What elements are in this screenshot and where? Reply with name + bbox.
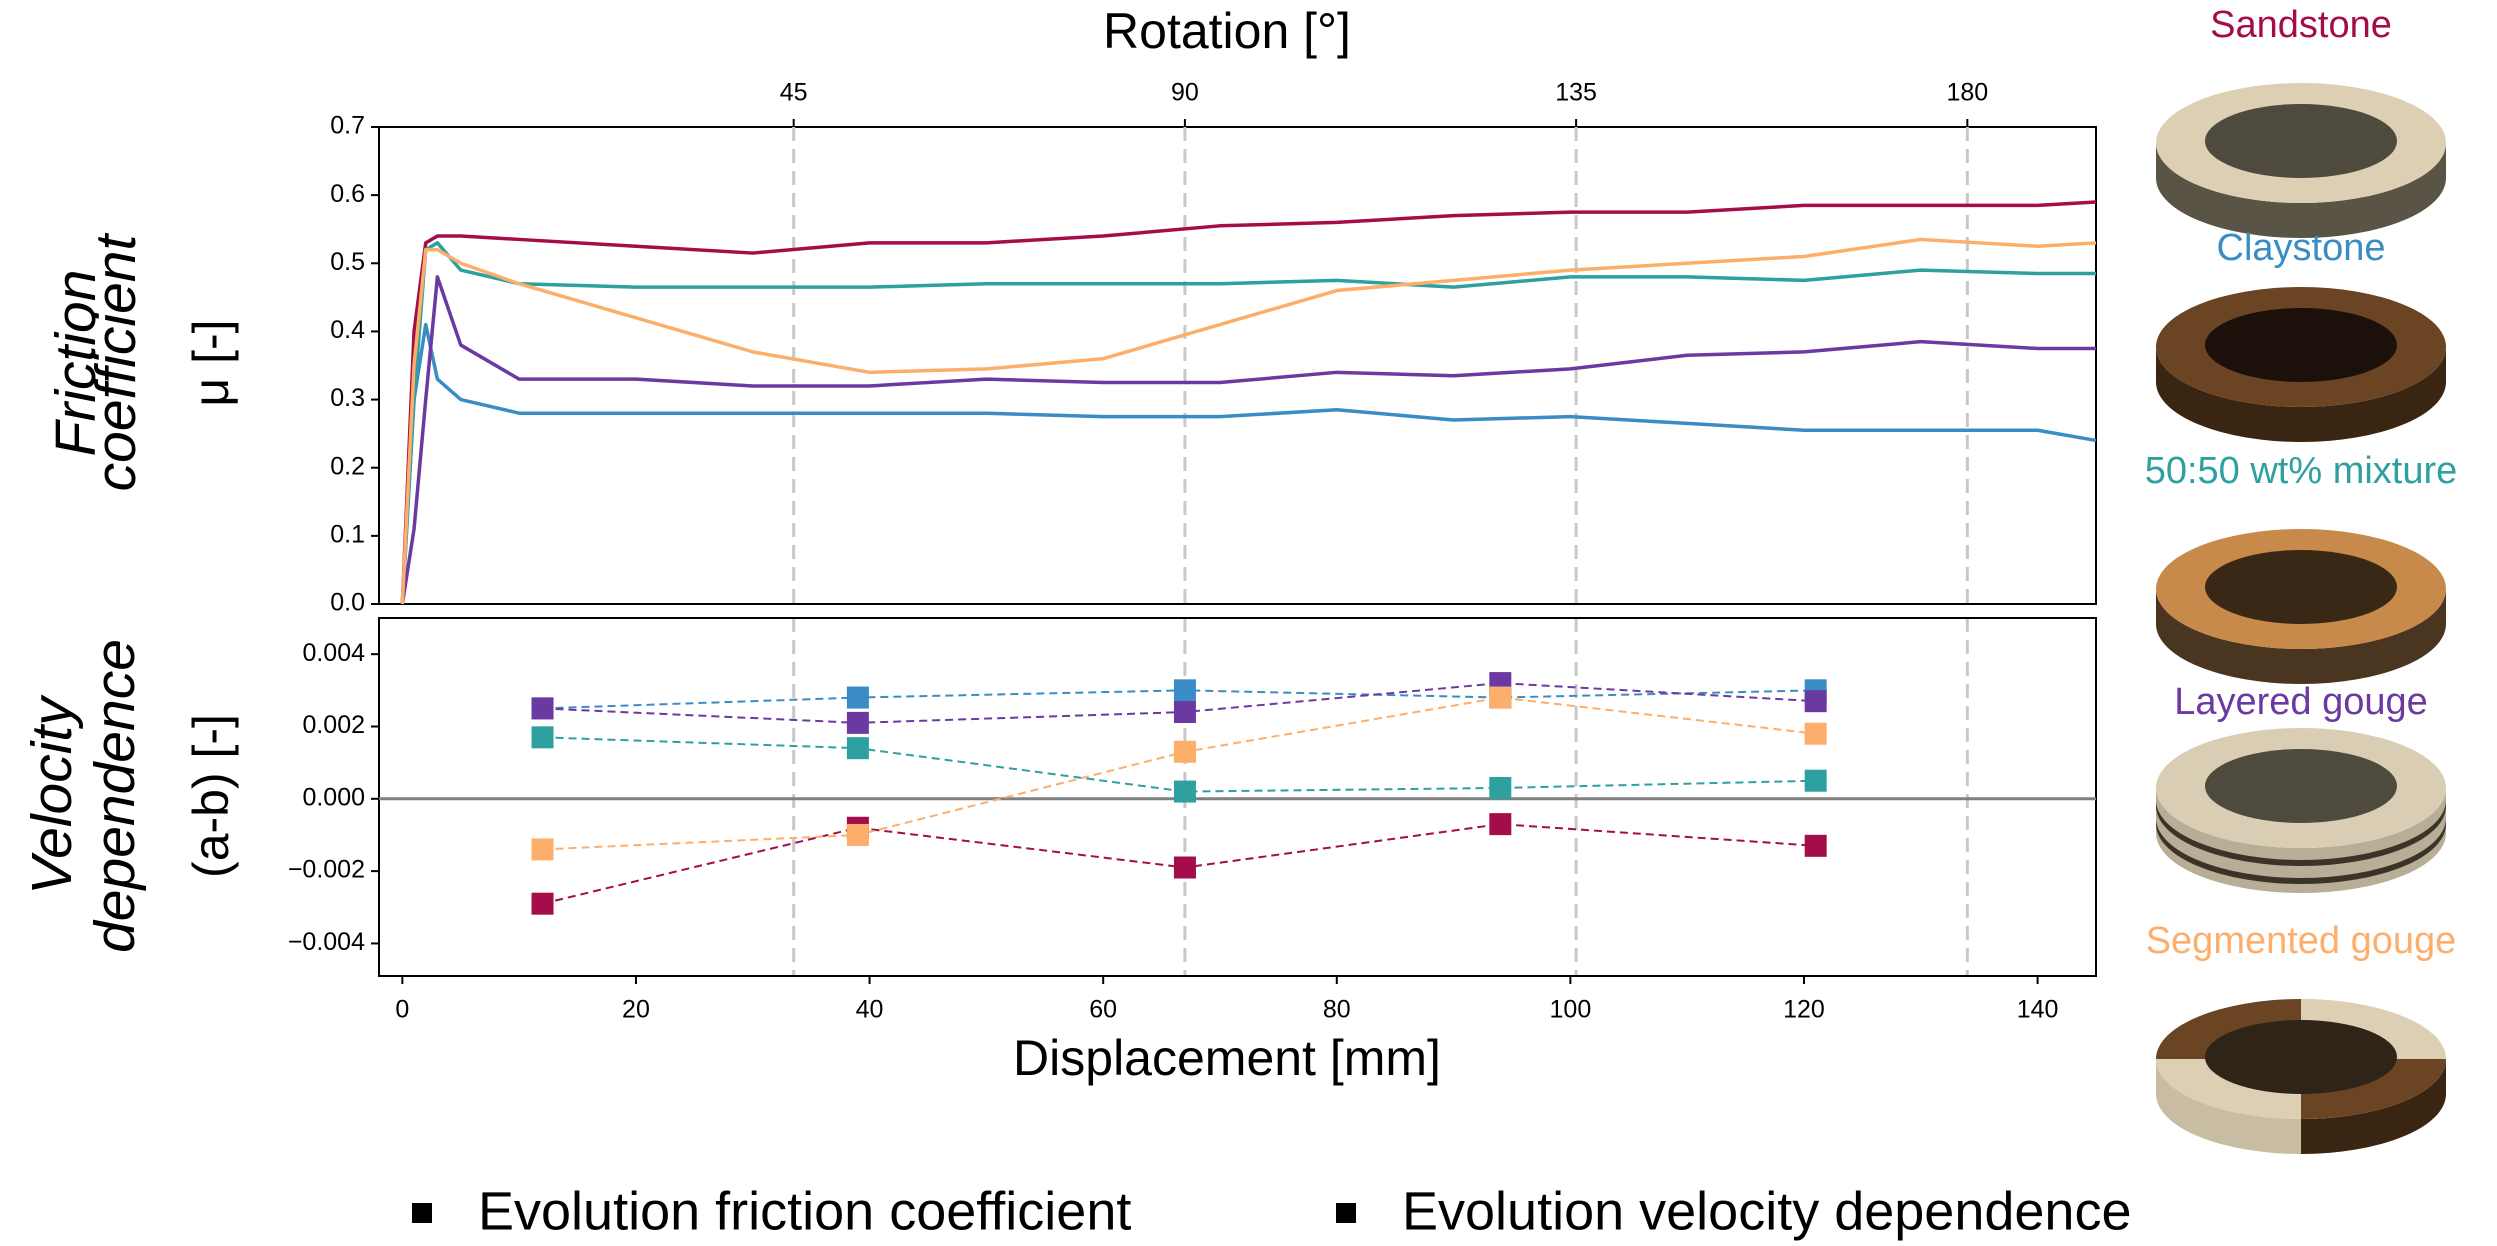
marker <box>1804 722 1827 745</box>
marker <box>1804 769 1827 792</box>
series-line <box>400 200 2097 605</box>
legend-note: Evolution velocity dependence <box>1402 1181 2132 1241</box>
marker <box>531 697 554 720</box>
legend-label: Claystone <box>2217 227 2386 269</box>
y-tick-label: 0.002 <box>302 711 365 739</box>
y-tick-label: 0.0 <box>330 589 365 617</box>
marker <box>1173 780 1196 803</box>
y-tick-label: 0.004 <box>302 639 365 667</box>
legend-label: 50:50 wt% mixture <box>2145 450 2458 492</box>
legend-note: Evolution friction coefficient <box>478 1181 1131 1241</box>
y-axis-title: coefficient <box>84 233 148 492</box>
series-line <box>400 275 2096 605</box>
x-tick-label: 100 <box>1550 996 1592 1024</box>
ring-mixture <box>2156 529 2446 684</box>
y-tick-label: −0.002 <box>288 856 365 884</box>
legend-label: Segmented gouge <box>2146 920 2457 962</box>
marker <box>1804 690 1827 713</box>
x-tick-label: 20 <box>622 996 650 1024</box>
marker <box>1489 776 1512 799</box>
marker <box>531 726 554 749</box>
legend-label: Layered gouge <box>2174 681 2428 723</box>
marker <box>846 686 869 709</box>
y-tick-label: −0.004 <box>288 928 365 956</box>
series-line <box>400 241 2096 605</box>
y-tick-label: 0.6 <box>330 180 365 208</box>
ring-segmented <box>2156 999 2446 1154</box>
marker <box>1804 834 1827 857</box>
y-tick-label: 0.2 <box>330 452 365 480</box>
x-tick-label: 60 <box>1089 996 1117 1024</box>
x-axis-label: Displacement [mm] <box>1013 1030 1441 1086</box>
legend-label: Sandstone <box>2210 4 2392 46</box>
x2-tick-label: 180 <box>1946 79 1988 107</box>
x2-tick-label: 135 <box>1555 79 1597 107</box>
x-tick-label: 0 <box>395 996 409 1024</box>
y-tick-label: 0.5 <box>330 248 365 276</box>
y-axis-title: Friction <box>44 270 108 457</box>
y-tick-label: 0.000 <box>302 783 365 811</box>
y-tick-label: 0.4 <box>330 316 365 344</box>
legend-marker <box>1336 1203 1356 1223</box>
legend-marker <box>412 1203 432 1223</box>
x2-tick-label: 90 <box>1171 79 1199 107</box>
marker <box>531 838 554 861</box>
series-line <box>542 736 1816 793</box>
ring-layered <box>2156 728 2446 893</box>
marker <box>1489 813 1512 836</box>
x-tick-label: 140 <box>2017 996 2059 1024</box>
marker <box>1173 856 1196 879</box>
ring-claystone <box>2156 287 2446 442</box>
x-tick-label: 40 <box>856 996 884 1024</box>
y-axis-title: Velocity <box>20 694 84 895</box>
y-tick-label: 0.7 <box>330 112 365 140</box>
marker <box>846 737 869 760</box>
series-line <box>400 322 2097 605</box>
x2-axis-label: Rotation [°] <box>1103 3 1351 59</box>
marker <box>1173 679 1196 702</box>
y-axis-label: μ [-] <box>183 319 239 406</box>
marker <box>846 711 869 734</box>
plot-frame <box>378 617 2097 977</box>
x2-tick-label: 45 <box>780 79 808 107</box>
ring-sandstone <box>2156 83 2446 238</box>
marker <box>1489 686 1512 709</box>
plot-frame <box>378 126 2097 605</box>
y-tick-label: 0.1 <box>330 520 365 548</box>
marker <box>1173 740 1196 763</box>
marker <box>1173 701 1196 724</box>
x-tick-label: 80 <box>1323 996 1351 1024</box>
y-tick-label: 0.3 <box>330 384 365 412</box>
y-axis-label: (a-b) [-] <box>183 714 239 878</box>
series-line <box>400 237 2097 605</box>
marker <box>531 892 554 915</box>
marker <box>846 823 869 846</box>
x-tick-label: 120 <box>1783 996 1825 1024</box>
y-axis-title: dependence <box>83 639 147 953</box>
